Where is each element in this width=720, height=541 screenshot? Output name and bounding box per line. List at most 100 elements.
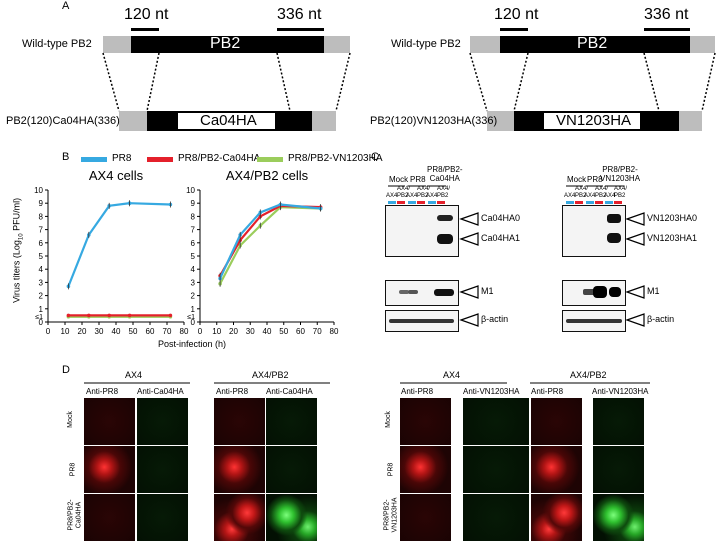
marker-336nt-left: 336 nt bbox=[277, 6, 322, 23]
recombinant-label-left: PB2(120)Ca04HA(336) bbox=[6, 115, 120, 127]
y-tick-label: 5 bbox=[191, 252, 196, 261]
y-tick-label: 8 bbox=[191, 212, 196, 221]
y-tick-label: 5 bbox=[39, 252, 44, 261]
x-tick-label: 70 bbox=[313, 327, 322, 336]
series-line bbox=[219, 206, 321, 285]
data-point bbox=[127, 201, 132, 205]
blot-mock-label-left: Mock bbox=[389, 175, 409, 184]
panel-label-d: D bbox=[62, 364, 70, 376]
y-tick-label: 3 bbox=[191, 278, 196, 287]
data-point bbox=[66, 284, 71, 289]
y-tick-label: 7 bbox=[191, 226, 196, 235]
y-tick-label: 10 bbox=[34, 186, 43, 195]
blot-pr8-label-right: PR8 bbox=[587, 175, 603, 184]
micrograph-mock-anti-ha-left bbox=[266, 398, 317, 445]
marker-336nt-right: 336 nt bbox=[644, 6, 689, 23]
col-anti-pr8: Anti-PR8 bbox=[216, 387, 249, 396]
lod-label: ≤1 bbox=[35, 314, 43, 321]
data-point bbox=[258, 223, 263, 228]
data-point bbox=[168, 202, 173, 207]
data-point bbox=[107, 313, 111, 318]
x-tick-label: 70 bbox=[163, 327, 172, 336]
blot-ha-left bbox=[385, 205, 459, 257]
lane-ax4-label: AX4 bbox=[604, 193, 616, 199]
data-point bbox=[278, 202, 283, 207]
blot-virus-label-left: PR8/PB2- Ca04HA bbox=[427, 165, 463, 183]
panel-label-b: B bbox=[62, 151, 70, 163]
lane-ax4-label: AX4 bbox=[584, 193, 596, 199]
row-virus-right: PR8/PB2- VN1203HA bbox=[383, 497, 399, 533]
panel-label-c: C bbox=[371, 151, 379, 163]
blot-m1-right bbox=[562, 280, 626, 306]
band-m1-label-left: M1 bbox=[481, 286, 494, 296]
data-point bbox=[87, 233, 91, 237]
micrograph-pr8-anti-pr8-left bbox=[214, 446, 265, 493]
data-point bbox=[278, 204, 283, 208]
blot-m1-left bbox=[385, 280, 459, 306]
y-tick-label: 9 bbox=[191, 199, 196, 208]
data-point bbox=[238, 233, 242, 237]
x-tick-label: 40 bbox=[112, 327, 121, 336]
row-mock-right: Mock bbox=[384, 411, 392, 428]
x-axis-label: Post-infection (h) bbox=[158, 339, 227, 349]
row-pr8-right: PR8 bbox=[387, 462, 395, 477]
chart-title: AX4/PB2 cells bbox=[226, 168, 309, 183]
blot-actin-right bbox=[562, 310, 626, 332]
micrograph-mock-anti-pr8-left bbox=[214, 398, 265, 445]
y-tick-label: 1 bbox=[39, 305, 44, 314]
legend-swatch-pr8 bbox=[81, 157, 107, 162]
data-point bbox=[318, 205, 323, 209]
blot-ha-right bbox=[562, 205, 626, 257]
lane-ax4pb2-label: AX4/ PB2 bbox=[417, 186, 431, 199]
x-tick-label: 40 bbox=[263, 327, 272, 336]
x-tick-label: 10 bbox=[61, 327, 70, 336]
data-point bbox=[87, 313, 91, 318]
row-mock-left: Mock bbox=[66, 411, 74, 428]
legend-label-pr8: PR8 bbox=[112, 153, 132, 164]
micrograph-virus-anti-pr8-left bbox=[214, 494, 265, 541]
row-pr8-left: PR8 bbox=[69, 462, 77, 477]
data-point bbox=[66, 314, 71, 319]
y-tick-label: 4 bbox=[39, 265, 44, 274]
y-tick-label: 10 bbox=[186, 186, 195, 195]
blot-actin-left bbox=[385, 310, 459, 332]
data-point bbox=[218, 274, 222, 278]
lane-ax4pb2-label: AX4/ PB2 bbox=[437, 186, 451, 199]
panel-label-a: A bbox=[62, 0, 70, 12]
y-axis-label-text: Virus titers (Log bbox=[11, 240, 22, 303]
data-point bbox=[127, 313, 132, 318]
y-tick-label: 3 bbox=[39, 278, 44, 287]
y-tick-label: 1 bbox=[191, 305, 196, 314]
col-anti-ca04ha: Anti-Ca04HA bbox=[266, 387, 313, 396]
group-ax4-right: AX4 bbox=[443, 370, 461, 380]
series-line bbox=[67, 202, 171, 287]
legend-swatch-ca04ha bbox=[147, 157, 173, 162]
chart-title: AX4 cells bbox=[89, 168, 144, 183]
data-point bbox=[318, 206, 323, 211]
col-anti-vn1203ha: Anti-VN1203HA bbox=[463, 387, 520, 396]
col-anti-pr8: Anti-PR8 bbox=[86, 387, 119, 396]
legend-swatch-vn1203ha bbox=[257, 157, 283, 162]
x-tick-label: 20 bbox=[229, 327, 238, 336]
y-tick-label: 7 bbox=[39, 226, 44, 235]
wildtype-pb2-label-right: Wild-type PB2 bbox=[391, 38, 461, 50]
data-point bbox=[278, 205, 283, 209]
micrograph-mock-anti-ha-left bbox=[137, 398, 188, 445]
micrograph-pr8-anti-pr8-left bbox=[84, 446, 135, 493]
data-point bbox=[218, 281, 222, 286]
blot-pr8-label-left: PR8 bbox=[410, 175, 426, 184]
group-ax4pb2-right: AX4/PB2 bbox=[570, 370, 607, 380]
x-tick-label: 60 bbox=[146, 327, 155, 336]
x-tick-label: 80 bbox=[330, 327, 339, 336]
micrograph-virus-anti-pr8-right bbox=[531, 494, 582, 541]
data-point bbox=[168, 314, 173, 319]
group-ax4-left: AX4 bbox=[125, 370, 143, 380]
y-tick-label: 4 bbox=[191, 265, 196, 274]
micrograph-pr8-anti-pr8-right bbox=[531, 446, 582, 493]
data-point bbox=[127, 314, 132, 319]
y-tick-label: 0 bbox=[191, 318, 196, 327]
x-tick-label: 50 bbox=[279, 327, 288, 336]
x-tick-label: 10 bbox=[212, 327, 221, 336]
row-virus-left: PR8/PB2- Ca04HA bbox=[67, 499, 83, 531]
col-anti-pr8: Anti-PR8 bbox=[401, 387, 434, 396]
